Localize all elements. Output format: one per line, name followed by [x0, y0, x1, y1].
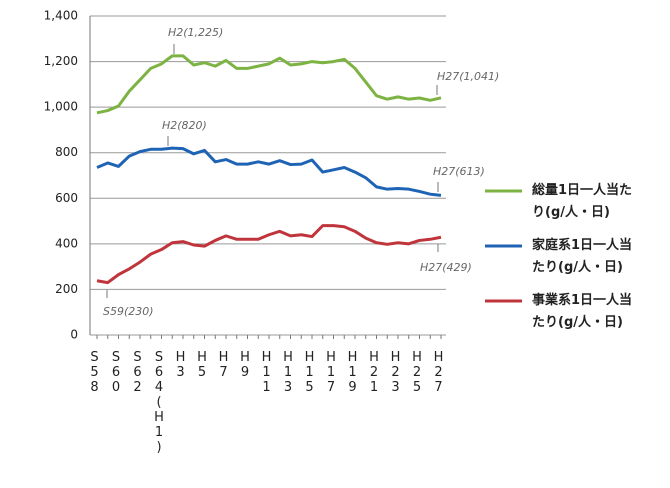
annotation: H27(429) — [420, 261, 472, 274]
x-tick-label: H13 — [280, 350, 296, 395]
annotation: S59(230) — [103, 305, 154, 318]
x-tick-label: H19 — [345, 350, 360, 395]
x-tick-label: S60 — [108, 350, 124, 395]
series-line — [96, 146, 442, 197]
legend-label: 事業系1日一人当たり(g/人・日) — [532, 293, 633, 330]
annotation: H2(820) — [162, 119, 207, 132]
x-tick-label: S64(H1) — [151, 350, 167, 455]
annotation: H27(1,041) — [437, 70, 499, 83]
legend-label: 家庭系1日一人当たり(g/人・日) — [532, 238, 633, 275]
x-tick-label: H25 — [409, 350, 425, 395]
x-tick-label: H17 — [323, 350, 339, 395]
y-tick-label: 0 — [70, 328, 78, 342]
x-tick-label: H9 — [237, 350, 253, 380]
y-tick-label: 600 — [55, 191, 78, 205]
x-tick-label: H5 — [194, 350, 210, 380]
x-tick-label: H11 — [259, 350, 274, 395]
x-tick-label: S58 — [87, 350, 102, 395]
x-tick-label: H15 — [302, 350, 317, 395]
legend-label: 総量1日一人当たり(g/人・日) — [532, 183, 633, 220]
y-tick-label: 200 — [55, 282, 78, 296]
annotation: H27(613) — [433, 165, 485, 178]
annotation: H2(1,225) — [168, 26, 223, 39]
y-tick-label: 800 — [55, 145, 78, 159]
y-tick-label: 400 — [55, 236, 78, 250]
x-tick-label: H3 — [173, 350, 188, 380]
x-tick-label: H7 — [216, 350, 231, 380]
x-tick-label: H21 — [366, 350, 382, 395]
y-tick-label: 1,400 — [44, 9, 78, 23]
series-line — [96, 54, 442, 115]
x-tick-label: S62 — [130, 350, 145, 395]
y-tick-label: 1,000 — [44, 100, 78, 114]
series-line — [96, 224, 442, 285]
x-tick-label: H27 — [431, 350, 446, 395]
x-tick-label: H23 — [388, 350, 403, 395]
y-tick-label: 1,200 — [44, 54, 78, 68]
